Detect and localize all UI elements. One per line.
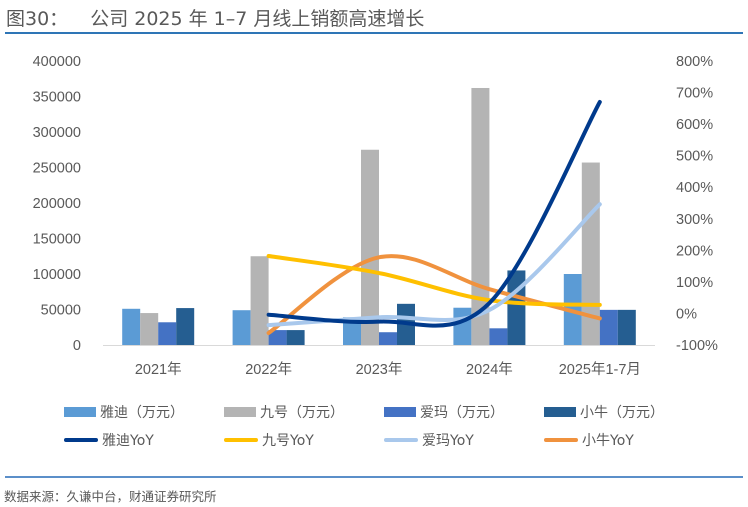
x-tick-label: 2022年 xyxy=(245,361,292,378)
chart-legend: 雅迪（万元） 九号（万元） 爱玛（万元） 小牛（万元） 雅迪YoY 九号YoY … xyxy=(64,398,704,454)
y-tick-label: 150000 xyxy=(33,232,81,248)
y-tick-label: 400000 xyxy=(33,54,81,70)
title-divider xyxy=(5,32,743,34)
bar xyxy=(489,328,508,345)
yoy-line xyxy=(266,254,602,307)
y2-tick-label: 600% xyxy=(676,117,713,133)
bar xyxy=(507,270,526,345)
bar xyxy=(140,313,159,345)
bar xyxy=(599,309,618,345)
x-tick-label: 2025年1-7月 xyxy=(559,361,641,378)
legend-item-ninebot: 九号（万元） xyxy=(224,402,384,422)
y-tick-label: 300000 xyxy=(33,125,81,141)
y2-tick-label: 800% xyxy=(676,54,713,70)
bar xyxy=(617,309,636,345)
figure-title: 图30： 公司 2025 年 1–7 月线上销额高速增长 xyxy=(6,4,424,31)
legend-item-ninebot-yoy: 九号YoY xyxy=(224,430,384,450)
legend-item-aima: 爱玛（万元） xyxy=(384,402,544,422)
y2-tick-label: 100% xyxy=(676,275,713,291)
bar xyxy=(471,87,490,345)
legend-item-yadi-yoy: 雅迪YoY xyxy=(64,430,224,450)
left-y-axis: 0 50000 100000 150000 200000 250000 300000 3500… xyxy=(33,54,81,354)
y2-tick-label: 400% xyxy=(676,180,713,196)
bar xyxy=(379,332,397,345)
legend-label: 雅迪（万元） xyxy=(100,405,184,421)
line-series xyxy=(266,100,602,336)
bar xyxy=(453,307,472,345)
y-tick-label: 350000 xyxy=(33,90,81,106)
bar xyxy=(268,330,287,345)
legend-swatch-niu-yoy-line xyxy=(544,438,578,442)
bar xyxy=(286,330,305,345)
source-divider xyxy=(5,476,743,478)
legend-label: 小牛（万元） xyxy=(580,405,664,421)
legend-item-aima-yoy: 爱玛YoY xyxy=(384,430,544,450)
y2-tick-label: 500% xyxy=(676,149,713,165)
legend-swatch-ninebot-yoy-line xyxy=(224,438,258,442)
legend-label: 九号YoY xyxy=(262,433,314,449)
legend-label: 爱玛（万元） xyxy=(420,405,504,421)
data-source-note: 数据来源：久谦中台，财通证券研究所 xyxy=(4,489,217,504)
x-tick-label: 2023年 xyxy=(356,361,403,378)
x-tick-label: 2024年 xyxy=(466,361,513,378)
yoy-line xyxy=(266,100,602,328)
legend-swatch-yadi-yoy-line xyxy=(64,438,98,442)
bar xyxy=(232,310,251,345)
x-tick-label: 2021年 xyxy=(135,361,182,378)
legend-swatch-aima-yoy-line xyxy=(384,438,418,442)
legend-label: 爱玛YoY xyxy=(422,433,474,449)
legend-bars-row: 雅迪（万元） 九号（万元） 爱玛（万元） 小牛（万元） xyxy=(64,398,704,426)
bar xyxy=(122,308,141,345)
bar xyxy=(361,149,379,345)
legend-item-niu-yoy: 小牛YoY xyxy=(544,430,704,450)
y2-tick-label: -100% xyxy=(676,338,718,354)
legend-item-niu: 小牛（万元） xyxy=(544,402,704,422)
legend-swatch-ninebot-bar xyxy=(224,407,256,417)
y2-tick-label: 300% xyxy=(676,212,713,228)
bar xyxy=(343,317,361,345)
bar xyxy=(158,322,177,345)
bar-series xyxy=(122,87,636,345)
bar xyxy=(250,256,269,345)
bar xyxy=(176,308,195,345)
figure-title-text: 公司 2025 年 1–7 月线上销额高速增长 xyxy=(90,8,425,30)
legend-label: 小牛YoY xyxy=(582,433,634,449)
legend-label: 雅迪YoY xyxy=(102,433,154,449)
y-tick-label: 50000 xyxy=(41,303,81,319)
figure-number: 图30： xyxy=(6,8,69,30)
legend-label: 九号（万元） xyxy=(260,405,344,421)
y2-tick-label: 0% xyxy=(676,306,697,322)
y-tick-label: 100000 xyxy=(33,267,81,283)
right-y-axis: -100% 0% 100% 200% 300% 400% 500% 600% 700% 800% xyxy=(676,54,718,354)
y2-tick-label: 200% xyxy=(676,243,713,259)
y-tick-label: 0 xyxy=(73,338,81,354)
legend-item-yadi: 雅迪（万元） xyxy=(64,402,224,422)
y-tick-label: 250000 xyxy=(33,161,81,177)
legend-swatch-yadi-bar xyxy=(64,407,96,417)
combo-chart: 0 50000 100000 150000 200000 250000 300000 3500… xyxy=(33,54,718,378)
y-tick-label: 200000 xyxy=(33,196,81,212)
legend-swatch-niu-bar xyxy=(544,407,576,417)
y2-tick-label: 700% xyxy=(676,86,713,102)
legend-swatch-aima-bar xyxy=(384,407,416,417)
x-axis-labels: 2021年 2022年 2023年 2024年 2025年1-7月 xyxy=(135,361,641,378)
legend-lines-row: 雅迪YoY 九号YoY 爱玛YoY 小牛YoY xyxy=(64,426,704,454)
